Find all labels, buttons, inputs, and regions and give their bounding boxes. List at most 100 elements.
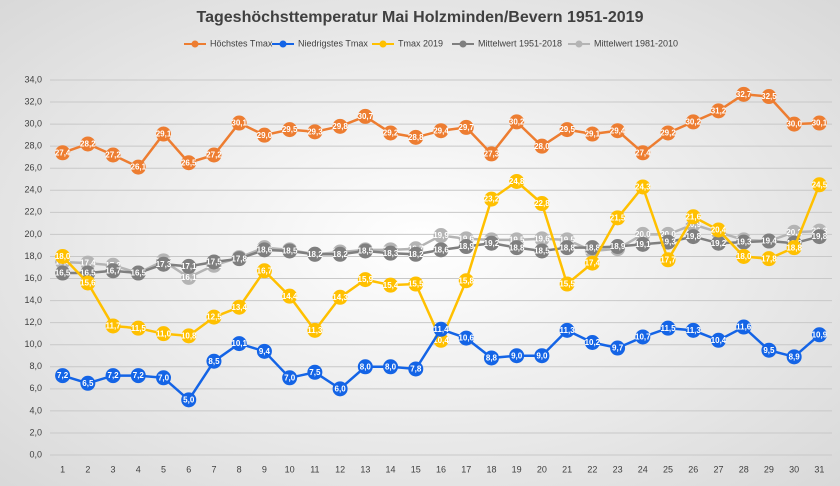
data-label: 11,3 — [686, 326, 702, 335]
data-point — [534, 196, 550, 212]
data-point — [231, 251, 247, 267]
data-point — [559, 240, 575, 256]
data-label: 12,5 — [206, 313, 222, 322]
data-point — [483, 146, 499, 162]
data-point — [685, 229, 701, 245]
x-tick-label: 13 — [360, 464, 370, 474]
data-point — [458, 239, 474, 255]
data-label: 24,5 — [812, 180, 828, 189]
data-point — [710, 332, 726, 348]
data-label: 29,8 — [332, 122, 348, 131]
data-label: 27,4 — [55, 148, 71, 157]
data-label: 30,1 — [231, 119, 247, 128]
data-point — [433, 242, 449, 258]
data-label: 14,3 — [332, 293, 348, 302]
x-tick-label: 1 — [60, 464, 65, 474]
data-label: 11,4 — [433, 325, 449, 334]
y-tick-label: 32,0 — [24, 96, 42, 106]
data-label: 17,4 — [80, 259, 96, 268]
data-label: 10,6 — [458, 334, 474, 343]
data-label: 19,5 — [509, 236, 525, 245]
data-label: 18,6 — [257, 245, 273, 254]
data-point — [685, 322, 701, 338]
data-point — [660, 252, 676, 268]
x-tick-label: 11 — [310, 464, 319, 474]
data-label: 30,7 — [358, 112, 374, 121]
data-label: 19,8 — [685, 232, 701, 241]
data-point — [610, 123, 626, 139]
data-point — [357, 272, 373, 288]
data-point — [55, 265, 71, 281]
x-tick-label: 26 — [688, 464, 698, 474]
data-point — [282, 122, 298, 138]
data-point — [156, 326, 172, 342]
data-point — [685, 209, 701, 225]
data-label: 19,3 — [660, 238, 676, 247]
data-label: 28,0 — [534, 142, 550, 151]
data-point — [559, 276, 575, 292]
data-label: 11,5 — [660, 324, 676, 333]
y-tick-label: 28,0 — [24, 141, 42, 151]
data-label: 16,7 — [105, 266, 121, 275]
x-tick-label: 5 — [161, 464, 166, 474]
data-label: 10,9 — [812, 330, 828, 339]
data-point — [332, 381, 348, 397]
data-label: 22,8 — [534, 199, 550, 208]
data-label: 19,9 — [433, 231, 449, 240]
data-label: 19,6 — [534, 234, 550, 243]
data-point — [458, 330, 474, 346]
data-point — [534, 243, 550, 259]
data-label: 16,1 — [181, 273, 197, 282]
x-tick-label: 3 — [111, 464, 116, 474]
data-point — [710, 103, 726, 119]
data-point — [610, 210, 626, 226]
data-point — [282, 370, 298, 386]
data-point — [231, 336, 247, 352]
data-label: 31,2 — [711, 106, 727, 115]
data-label: 17,7 — [660, 255, 676, 264]
data-label: 20,2 — [786, 228, 802, 237]
data-point — [483, 191, 499, 207]
data-label: 20,9 — [685, 220, 701, 229]
legend-label: Höchstes Tmax — [210, 38, 273, 48]
data-point — [534, 138, 550, 154]
data-point — [610, 340, 626, 356]
data-label: 18,8 — [509, 243, 525, 252]
data-label: 18,5 — [534, 247, 550, 256]
data-point — [811, 115, 827, 131]
data-label: 19,5 — [559, 236, 575, 245]
data-label: 16,5 — [80, 269, 96, 278]
data-point — [332, 118, 348, 134]
data-point — [584, 126, 600, 142]
data-label: 18,8 — [585, 243, 601, 252]
x-tick-label: 7 — [211, 464, 216, 474]
data-label: 17,1 — [181, 262, 197, 271]
data-point — [307, 124, 323, 140]
data-point — [635, 329, 651, 345]
data-point — [130, 320, 146, 336]
x-tick-label: 19 — [512, 464, 522, 474]
x-tick-label: 14 — [386, 464, 396, 474]
y-tick-label: 30,0 — [24, 118, 42, 128]
data-point — [105, 318, 121, 334]
data-label: 7,0 — [158, 373, 170, 382]
data-point — [408, 361, 424, 377]
data-label: 29,1 — [156, 130, 172, 139]
data-label: 18,0 — [55, 252, 71, 261]
data-point — [736, 248, 752, 264]
data-label: 17,3 — [156, 260, 172, 269]
data-point — [357, 359, 373, 375]
data-label: 10,4 — [711, 336, 727, 345]
data-label: 18,5 — [282, 247, 298, 256]
data-label: 10,7 — [635, 333, 651, 342]
data-label: 11,5 — [131, 324, 147, 333]
data-label: 8,8 — [486, 354, 498, 363]
data-label: 30,0 — [786, 120, 802, 129]
data-point — [156, 370, 172, 386]
data-point — [256, 263, 272, 279]
data-label: 29,3 — [307, 127, 323, 136]
x-tick-label: 25 — [663, 464, 673, 474]
x-tick-label: 21 — [562, 464, 572, 474]
legend-marker — [191, 40, 199, 48]
data-label: 15,4 — [383, 281, 399, 290]
